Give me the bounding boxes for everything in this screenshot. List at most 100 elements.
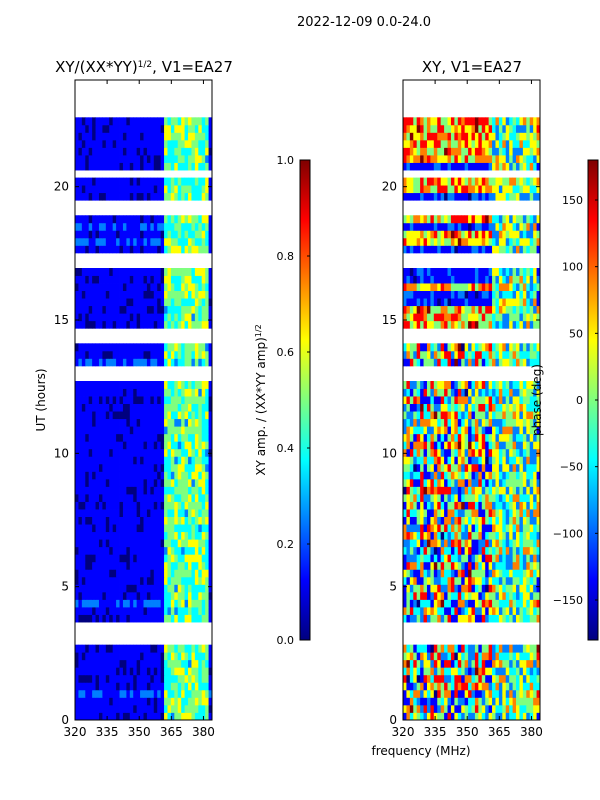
amp-heat-cell xyxy=(133,652,138,661)
amp-heat-cell xyxy=(188,358,192,367)
phase-heat-cell xyxy=(457,531,462,540)
amp-heat-cell xyxy=(170,298,175,307)
phase-heat-cell xyxy=(526,576,531,585)
phase-heat-cell xyxy=(444,697,448,706)
amp-heat-cell xyxy=(140,539,144,548)
phase-heat-cell xyxy=(492,237,496,246)
phase-heat-cell xyxy=(416,614,421,623)
phase-heat-cell xyxy=(406,704,411,713)
amp-heat-cell xyxy=(198,298,203,307)
amp-heat-cell xyxy=(174,667,179,676)
phase-heat-cell xyxy=(413,569,418,578)
phase-heat-cell xyxy=(492,343,496,352)
amp-heat-cell xyxy=(78,418,83,427)
phase-heat-cell xyxy=(502,403,507,412)
amp-heat-cell xyxy=(129,539,134,548)
phase-heat-cell xyxy=(516,486,520,495)
phase-heat-cell xyxy=(488,516,493,525)
amp-heat-cell xyxy=(133,350,138,359)
phase-heat-cell xyxy=(502,463,507,472)
phase-heat-cell xyxy=(461,644,466,653)
phase-heat-cell xyxy=(516,599,520,608)
phase-heat-cell xyxy=(509,576,514,585)
phase-heat-cell xyxy=(533,599,537,608)
phase-heat-cell xyxy=(406,682,411,691)
amp-heat-cell xyxy=(88,501,93,510)
amp-heat-cell xyxy=(181,177,186,186)
amp-heat-cell xyxy=(88,396,93,404)
amp-heat-cell xyxy=(95,659,100,668)
phase-heat-cell xyxy=(502,697,507,706)
phase-heat-cell xyxy=(457,275,462,284)
phase-heat-cell xyxy=(478,448,483,457)
amp-heat-cell xyxy=(112,132,117,141)
phase-heat-cell xyxy=(485,471,490,480)
phase-heat-cell xyxy=(426,697,431,706)
phase-heat-cell xyxy=(536,381,541,389)
amp-heat-cell xyxy=(102,471,107,480)
phase-heat-cell xyxy=(420,501,424,510)
amp-heat-cell xyxy=(194,433,199,442)
amp-heat-cell xyxy=(98,283,103,291)
phase-heat-cell xyxy=(413,230,418,239)
amp-heat-cell xyxy=(75,704,79,713)
amp-heat-cell xyxy=(208,124,213,133)
amp-heat-cell xyxy=(164,524,168,533)
phase-heat-cell xyxy=(522,237,527,246)
amp-heat-cell xyxy=(122,290,127,299)
amp-heat-cell xyxy=(81,139,86,148)
phase-heat-cell xyxy=(502,313,507,322)
amp-heat-cell xyxy=(129,245,134,254)
phase-heat-cell xyxy=(533,591,537,600)
amp-heat-cell xyxy=(174,546,179,555)
amp-heat-cell xyxy=(164,185,168,194)
amp-heat-cell xyxy=(205,117,209,126)
amp-heat-cell xyxy=(136,712,141,721)
amp-heat-cell xyxy=(201,614,206,623)
phase-heat-cell xyxy=(440,268,445,276)
amp-heat-cell xyxy=(133,584,138,593)
amp-heat-cell xyxy=(119,298,124,307)
phase-heat-cell xyxy=(447,524,452,533)
amp-heat-cell xyxy=(81,591,86,600)
amp-heat-cell xyxy=(150,539,155,548)
phase-heat-cell xyxy=(474,305,479,314)
amp-heat-cell xyxy=(191,524,196,533)
amp-heat-cell xyxy=(85,712,90,721)
phase-heat-cell xyxy=(409,298,414,307)
phase-heat-cell xyxy=(519,539,524,548)
amp-heat-cell xyxy=(102,516,107,525)
amp-heat-cell xyxy=(205,245,209,254)
amp-heat-cell xyxy=(129,501,134,510)
phase-heat-cell xyxy=(437,283,442,291)
amp-heat-cell xyxy=(102,659,107,668)
amp-heat-cell xyxy=(184,697,189,706)
phase-heat-cell xyxy=(488,268,493,276)
phase-heat-cell xyxy=(433,584,438,593)
phase-heat-cell xyxy=(423,516,428,525)
phase-heat-cell xyxy=(529,697,534,706)
phase-heat-cell xyxy=(454,426,459,435)
amp-heat-cell xyxy=(181,486,186,495)
amp-heat-cell xyxy=(109,215,114,224)
phase-heat-cell xyxy=(509,298,514,307)
amp-heat-cell xyxy=(85,313,90,322)
amp-heat-cell xyxy=(188,147,192,156)
phase-heat-cell xyxy=(406,539,411,548)
amp-heat-cell xyxy=(177,569,182,578)
amp-heat-cell xyxy=(198,667,203,676)
phase-heat-cell xyxy=(495,569,500,578)
amp-heat-cell xyxy=(98,478,103,487)
phase-heat-cell xyxy=(406,509,411,517)
phase-heat-cell xyxy=(420,388,424,397)
phase-heat-cell xyxy=(512,426,517,435)
phase-heat-cell xyxy=(478,569,483,578)
phase-heat-cell xyxy=(450,237,455,246)
amp-heat-cell xyxy=(126,478,131,487)
phase-heat-cell xyxy=(492,614,496,623)
phase-heat-cell xyxy=(403,298,407,307)
amp-heat-cell xyxy=(88,697,93,706)
amp-heat-cell xyxy=(184,177,189,186)
amp-heat-cell xyxy=(78,132,83,141)
phase-heat-cell xyxy=(430,607,435,615)
